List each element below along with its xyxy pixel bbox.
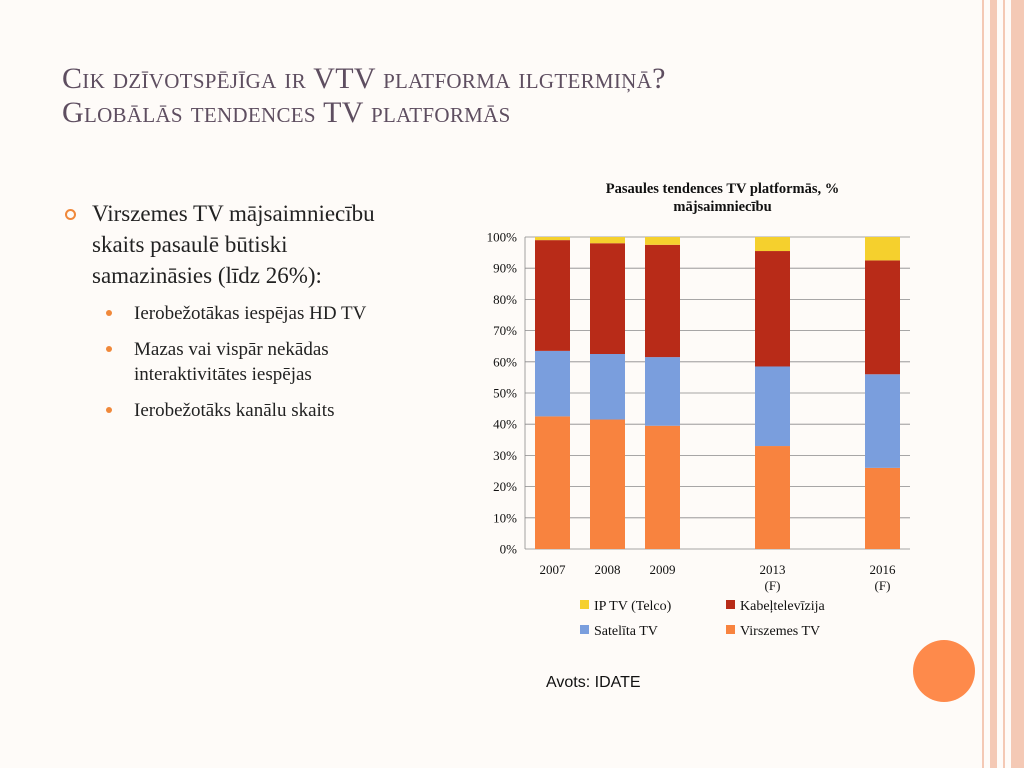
- decor-stripe: [982, 0, 984, 768]
- bar-segment: [535, 350, 570, 417]
- slide-title-line1: Cik dzīvotspējīga ir VTV platforma ilgte…: [62, 62, 666, 95]
- y-tick-label: 30%: [493, 448, 517, 463]
- sub-bullet: Ierobežotākas iespējas HD TV: [62, 301, 407, 326]
- bar-segment: [590, 237, 625, 244]
- decor-circle: [913, 640, 975, 702]
- sub-bullet: Ierobežotāks kanālu skaits: [62, 398, 407, 423]
- bar-segment: [535, 237, 570, 241]
- bar-segment: [865, 237, 900, 261]
- bar-segment: [755, 251, 790, 367]
- decor-stripe: [1003, 0, 1005, 768]
- y-tick-label: 70%: [493, 323, 517, 338]
- bar-segment: [755, 237, 790, 252]
- bullet-list: Virszemes TV mājsaimniecību skaits pasau…: [62, 198, 407, 434]
- legend-label: IP TV (Telco): [594, 599, 672, 614]
- x-tick-label: 2016: [870, 562, 897, 577]
- bar-segment: [755, 446, 790, 549]
- bar-segment: [590, 419, 625, 549]
- stacked-bar-chart: Pasaules tendences TV platformās, % mājsa…: [487, 181, 910, 639]
- bar-segment: [590, 243, 625, 354]
- bar-segment: [865, 467, 900, 549]
- x-tick-label: 2007: [540, 562, 567, 577]
- legend-label: Satelīta TV: [594, 624, 658, 639]
- decor-stripe: [1011, 0, 1024, 768]
- bar-segment: [535, 416, 570, 549]
- y-tick-label: 60%: [493, 354, 517, 369]
- y-tick-label: 80%: [493, 292, 517, 307]
- legend-label: Kabeļtelevīzija: [740, 599, 826, 614]
- slide-title-line2: Globālās tendences TV platformās: [62, 96, 511, 129]
- x-tick-label: 2009: [650, 562, 676, 577]
- bar-segment: [535, 240, 570, 351]
- legend-swatch: [580, 625, 589, 634]
- decor-stripe: [990, 0, 997, 768]
- bar-segment: [865, 374, 900, 468]
- x-tick-sublabel: (F): [875, 578, 891, 593]
- chart-title: Pasaules tendences TV platformās, %: [606, 181, 839, 197]
- bar-segment: [865, 260, 900, 375]
- y-tick-label: 20%: [493, 479, 517, 494]
- y-tick-label: 40%: [493, 417, 517, 432]
- legend-label: Virszemes TV: [740, 624, 820, 639]
- y-tick-label: 10%: [493, 510, 517, 525]
- sub-bullet: Mazas vai vispār nekādas interaktivitāte…: [62, 337, 407, 387]
- legend-swatch: [726, 600, 735, 609]
- bar-segment: [645, 237, 680, 245]
- bar-segment: [755, 366, 790, 447]
- x-tick-label: 2008: [595, 562, 621, 577]
- x-tick-sublabel: (F): [765, 578, 781, 593]
- y-tick-label: 100%: [487, 230, 518, 245]
- bar-segment: [645, 244, 680, 358]
- legend-swatch: [726, 625, 735, 634]
- slide-title: Cik dzīvotspējīga ir VTV platforma ilgte…: [62, 62, 962, 130]
- sub-bullet-list: Ierobežotākas iespējas HD TV Mazas vai v…: [62, 301, 407, 423]
- x-tick-label: 2013: [760, 562, 786, 577]
- legend-swatch: [580, 600, 589, 609]
- bullet-main: Virszemes TV mājsaimniecību skaits pasau…: [62, 198, 407, 291]
- bar-segment: [590, 354, 625, 420]
- bar-segment: [645, 357, 680, 426]
- y-tick-label: 0%: [500, 542, 518, 557]
- bar-segment: [645, 425, 680, 549]
- y-tick-label: 50%: [493, 386, 517, 401]
- source-note: Avots: IDATE: [546, 674, 641, 691]
- y-tick-label: 90%: [493, 261, 517, 276]
- chart-title: mājsaimniecību: [673, 199, 771, 215]
